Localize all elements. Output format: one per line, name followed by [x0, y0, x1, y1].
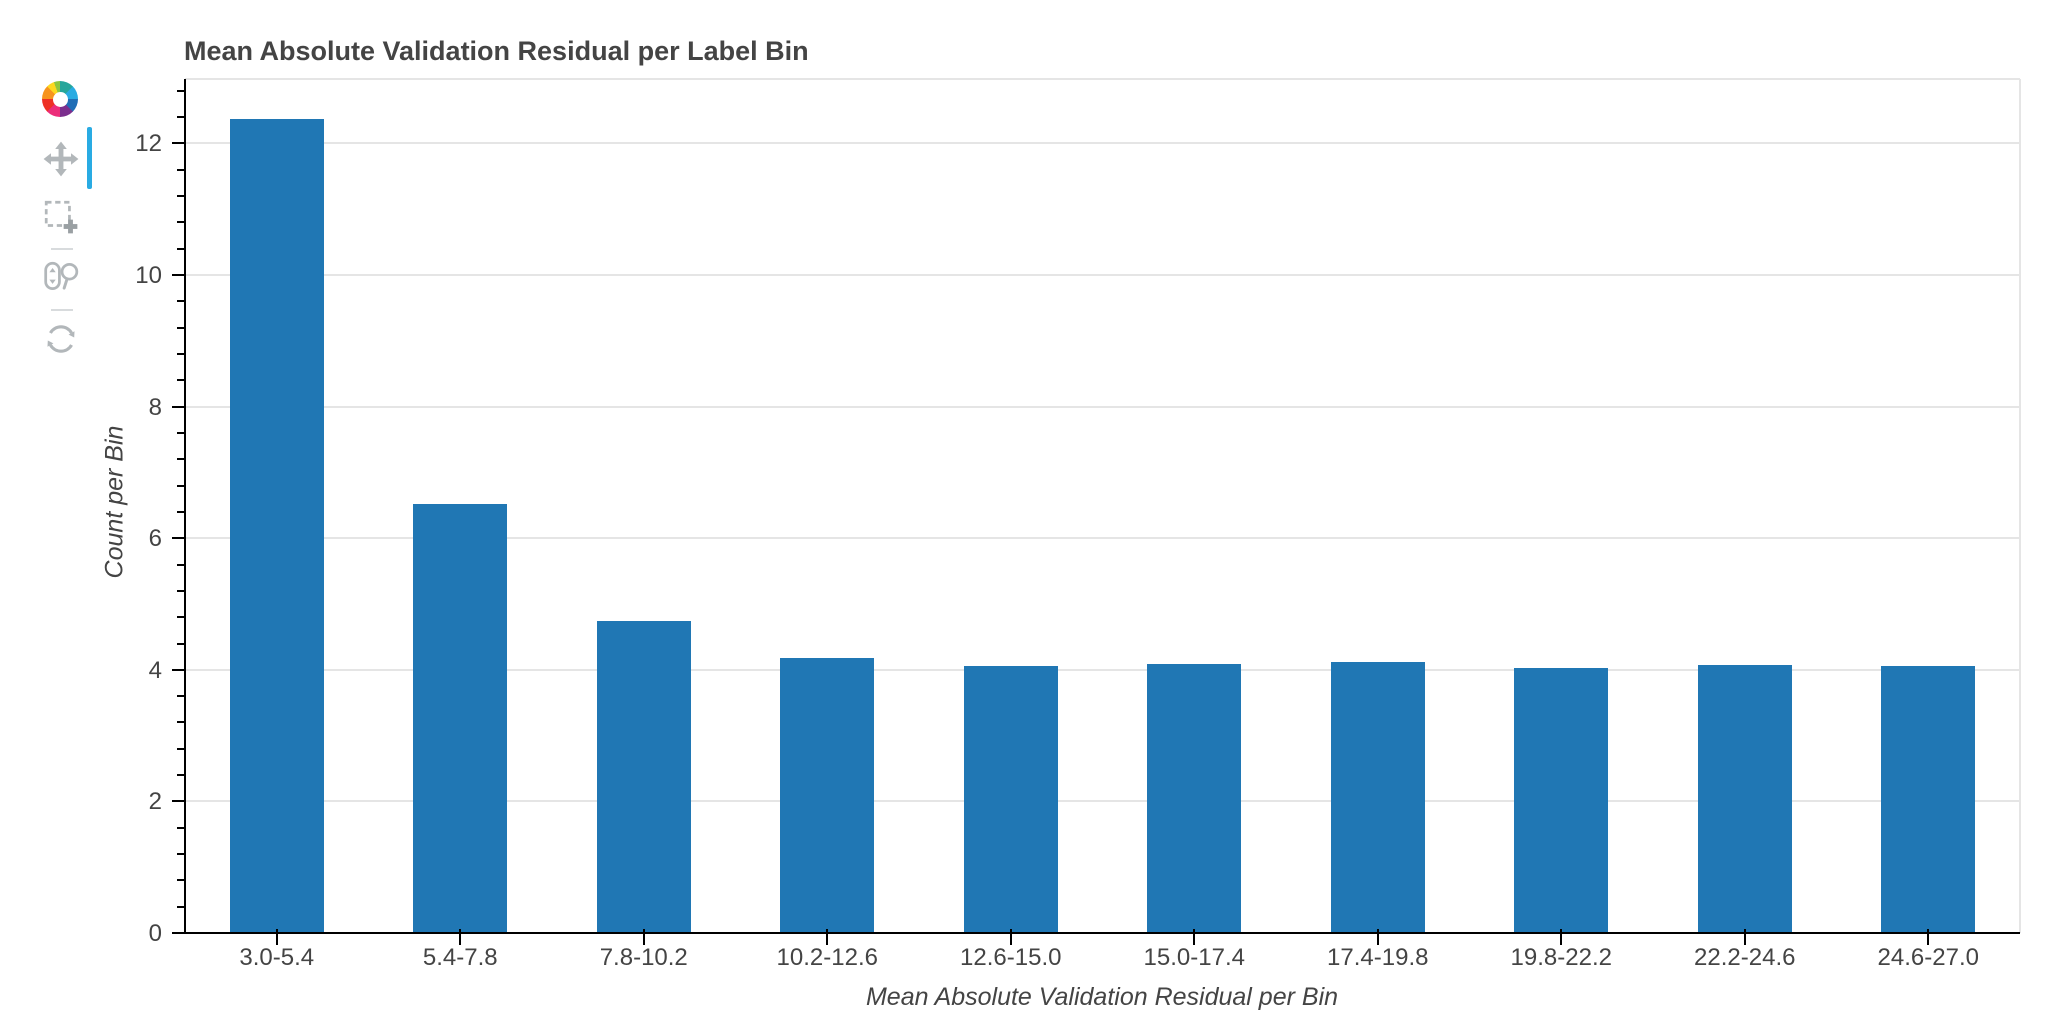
- y-minor-tick: [177, 89, 185, 92]
- move-icon: [42, 140, 80, 178]
- reset-tool-button[interactable]: [42, 320, 80, 358]
- chart-title: Mean Absolute Validation Residual per La…: [184, 36, 809, 66]
- bar: [1881, 665, 1976, 933]
- x-tick-label: 22.2-24.6: [1694, 944, 1796, 971]
- y-minor-tick: [177, 721, 185, 724]
- y-minor-tick: [177, 826, 185, 829]
- toolbar-divider: [51, 309, 73, 311]
- y-minor-tick: [177, 879, 185, 882]
- y-minor-tick: [177, 642, 185, 645]
- y-grid-line: [185, 800, 2020, 803]
- x-tick-label: 3.0-5.4: [239, 944, 315, 971]
- bar: [963, 665, 1058, 933]
- y-major-tick: [172, 800, 185, 803]
- y-minor-tick: [177, 116, 185, 119]
- x-major-tick: [642, 929, 645, 945]
- x-major-tick: [1376, 929, 1379, 945]
- active-tool-indicator: [87, 127, 92, 189]
- bar: [780, 657, 875, 933]
- bar: [1514, 667, 1609, 933]
- x-tick-label: 7.8-10.2: [599, 944, 688, 971]
- y-tick-label: 4: [148, 656, 162, 684]
- y-grid-line: [185, 405, 2020, 408]
- y-tick-label: 10: [135, 262, 162, 290]
- bar: [1147, 663, 1242, 933]
- x-tick-label: 17.4-19.8: [1327, 944, 1429, 971]
- y-minor-tick: [177, 458, 185, 461]
- y-grid-line: [185, 537, 2020, 540]
- y-minor-tick: [177, 563, 185, 566]
- x-tick-label: 10.2-12.6: [776, 944, 878, 971]
- y-minor-tick: [177, 326, 185, 329]
- x-major-tick: [1560, 929, 1563, 945]
- y-minor-tick: [177, 774, 185, 777]
- box-zoom-tool-button[interactable]: [42, 198, 80, 236]
- y-tick-label: 6: [148, 525, 162, 553]
- y-grid-line: [185, 668, 2020, 671]
- y-minor-tick: [177, 905, 185, 908]
- y-grid-line: [185, 142, 2020, 145]
- x-tick-label: 15.0-17.4: [1143, 944, 1245, 971]
- bar: [1330, 661, 1425, 933]
- x-major-tick: [1743, 929, 1746, 945]
- y-major-tick: [172, 668, 185, 671]
- wheel-zoom-icon: [42, 258, 80, 296]
- y-minor-tick: [177, 247, 185, 250]
- x-axis-line: [184, 932, 2020, 934]
- x-major-tick: [826, 929, 829, 945]
- x-tick-label: 12.6-15.0: [960, 944, 1062, 971]
- y-minor-tick: [177, 353, 185, 356]
- x-tick-label: 24.6-27.0: [1877, 944, 1979, 971]
- y-minor-tick: [177, 379, 185, 382]
- y-minor-tick: [177, 221, 185, 224]
- bar: [596, 621, 691, 933]
- bar: [413, 504, 508, 933]
- toolbar-divider: [51, 248, 73, 250]
- y-minor-tick: [177, 747, 185, 750]
- y-major-tick: [172, 932, 185, 934]
- y-minor-tick: [177, 484, 185, 487]
- y-tick-label: 12: [135, 130, 162, 158]
- x-major-tick: [275, 929, 278, 945]
- y-minor-tick: [177, 589, 185, 592]
- x-major-tick: [1927, 929, 1930, 945]
- y-minor-tick: [177, 168, 185, 171]
- x-axis-title: Mean Absolute Validation Residual per Bi…: [865, 983, 1339, 1011]
- y-axis-title: Count per Bin: [100, 425, 129, 579]
- y-tick-label: 2: [148, 788, 162, 816]
- y-minor-tick: [177, 853, 185, 856]
- y-major-tick: [172, 142, 185, 145]
- plot-outline-top: [185, 78, 2020, 80]
- y-minor-tick: [177, 510, 185, 513]
- y-tick-label: 8: [148, 393, 162, 421]
- y-major-tick: [172, 405, 185, 408]
- bokeh-logo[interactable]: [42, 81, 78, 117]
- x-tick-label: 5.4-7.8: [422, 944, 498, 971]
- y-minor-tick: [177, 695, 185, 698]
- y-minor-tick: [177, 431, 185, 434]
- y-minor-tick: [177, 195, 185, 198]
- x-major-tick: [1193, 929, 1196, 945]
- y-major-tick: [172, 274, 185, 277]
- y-tick-label: 0: [148, 920, 162, 947]
- bar: [229, 119, 324, 933]
- x-tick-label: 19.8-22.2: [1510, 944, 1612, 971]
- y-grid-line: [185, 274, 2020, 277]
- reset-icon: [42, 320, 80, 358]
- bar: [1697, 665, 1792, 933]
- pan-tool-button[interactable]: [42, 140, 80, 178]
- y-minor-tick: [177, 616, 185, 619]
- y-axis-line: [184, 79, 186, 934]
- x-major-tick: [459, 929, 462, 945]
- wheel-zoom-tool-button[interactable]: [42, 258, 80, 296]
- x-major-tick: [1009, 929, 1012, 945]
- box-zoom-icon: [42, 198, 80, 236]
- y-minor-tick: [177, 300, 185, 303]
- plot-outline-right: [2019, 79, 2021, 933]
- y-major-tick: [172, 537, 185, 540]
